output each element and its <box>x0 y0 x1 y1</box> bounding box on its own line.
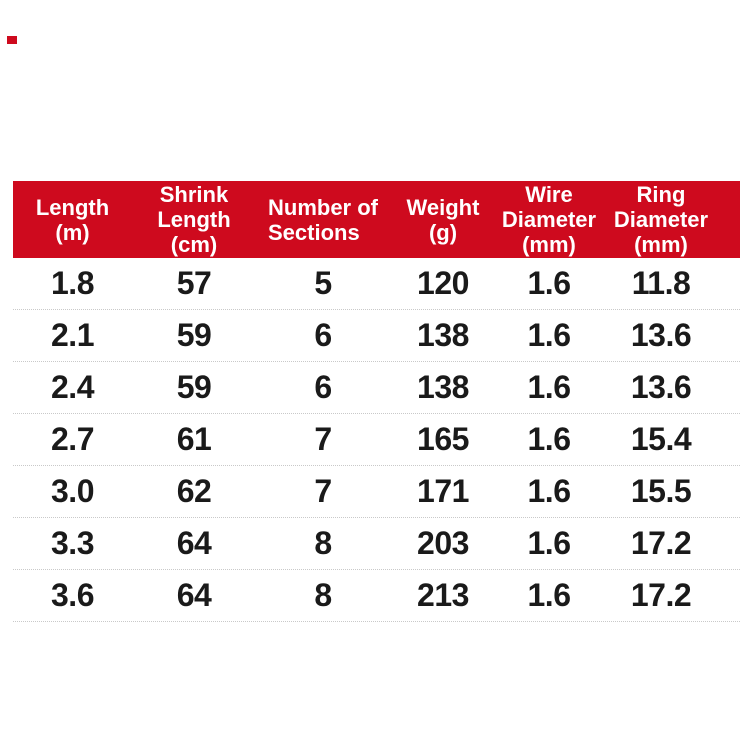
header-line: (mm) <box>634 232 688 257</box>
header-line: Ring <box>636 182 686 207</box>
col-header-wire-diameter: Wire Diameter (mm) <box>496 181 602 258</box>
header-line: Weight <box>406 194 480 220</box>
table-row: 2.7 61 7 165 1.6 15.4 <box>13 414 740 466</box>
cell-shrink-length: 59 <box>176 369 212 405</box>
header-line: (g) <box>428 219 458 245</box>
cell-ring-diameter: 17.2 <box>630 577 692 613</box>
table-row: 2.1 59 6 138 1.6 13.6 <box>13 310 740 362</box>
cell-wire-diameter: 1.6 <box>527 473 571 509</box>
cell-weight: 120 <box>417 265 469 301</box>
cell-weight: 138 <box>417 369 469 405</box>
cell-sections: 8 <box>314 525 332 561</box>
col-header-shrink-length: Shrink Length (cm) <box>132 181 256 258</box>
header-line: Sections <box>268 219 360 245</box>
table-row: 3.0 62 7 171 1.6 15.5 <box>13 466 740 518</box>
col-header-ring-diameter: Ring Diameter (mm) <box>602 181 740 258</box>
cell-wire-diameter: 1.6 <box>527 525 571 561</box>
cell-weight: 213 <box>417 577 469 613</box>
cell-length: 1.8 <box>51 265 94 301</box>
header-line: Length <box>35 194 110 220</box>
header-line: Length <box>157 207 231 232</box>
cell-weight: 165 <box>417 421 469 457</box>
cell-sections: 7 <box>314 421 332 457</box>
header-line: (cm) <box>170 232 218 257</box>
cell-wire-diameter: 1.6 <box>527 317 571 353</box>
header-line: (m) <box>55 219 90 245</box>
cell-wire-diameter: 1.6 <box>527 265 571 301</box>
col-header-length: Length (m) <box>13 181 132 258</box>
cell-sections: 6 <box>314 317 332 353</box>
cell-sections: 5 <box>314 265 332 301</box>
cell-ring-diameter: 17.2 <box>630 525 692 561</box>
header-line: (mm) <box>522 232 576 257</box>
cell-shrink-length: 59 <box>176 317 212 353</box>
header-line: Shrink <box>159 182 229 207</box>
cell-weight: 138 <box>417 317 469 353</box>
cell-ring-diameter: 15.5 <box>630 473 692 509</box>
cell-wire-diameter: 1.6 <box>527 577 571 613</box>
cell-sections: 6 <box>314 369 332 405</box>
col-header-sections: Number of Sections <box>256 181 390 258</box>
cell-shrink-length: 64 <box>176 577 212 613</box>
table-row: 3.6 64 8 213 1.6 17.2 <box>13 570 740 622</box>
cell-ring-diameter: 13.6 <box>630 369 692 405</box>
cell-shrink-length: 64 <box>176 525 212 561</box>
cell-length: 2.7 <box>51 421 94 457</box>
cell-shrink-length: 62 <box>176 473 212 509</box>
cell-shrink-length: 61 <box>176 421 212 457</box>
cell-length: 3.3 <box>51 525 94 561</box>
cell-ring-diameter: 15.4 <box>630 421 692 457</box>
cell-weight: 171 <box>417 473 469 509</box>
cell-shrink-length: 57 <box>176 265 212 301</box>
cell-length: 2.4 <box>51 369 94 405</box>
cell-length: 3.6 <box>51 577 94 613</box>
cell-length: 3.0 <box>51 473 94 509</box>
spec-table: Length (m) Shrink Length (cm) Number of … <box>13 181 740 622</box>
table-row: 1.8 57 5 120 1.6 11.8 <box>13 258 740 310</box>
cell-sections: 8 <box>314 577 332 613</box>
corner-accent-mark <box>7 36 17 44</box>
cell-wire-diameter: 1.6 <box>527 421 571 457</box>
cell-wire-diameter: 1.6 <box>527 369 571 405</box>
header-line: Wire <box>525 182 573 207</box>
table-row: 3.3 64 8 203 1.6 17.2 <box>13 518 740 570</box>
header-line: Diameter <box>613 207 709 232</box>
cell-length: 2.1 <box>51 317 94 353</box>
cell-ring-diameter: 11.8 <box>631 265 691 301</box>
cell-sections: 7 <box>314 473 332 509</box>
table-row: 2.4 59 6 138 1.6 13.6 <box>13 362 740 414</box>
table-header-row: Length (m) Shrink Length (cm) Number of … <box>13 181 740 258</box>
header-line: Diameter <box>501 207 597 232</box>
col-header-weight: Weight (g) <box>390 181 496 258</box>
cell-weight: 203 <box>417 525 469 561</box>
header-line: Number of <box>268 194 378 220</box>
cell-ring-diameter: 13.6 <box>630 317 692 353</box>
